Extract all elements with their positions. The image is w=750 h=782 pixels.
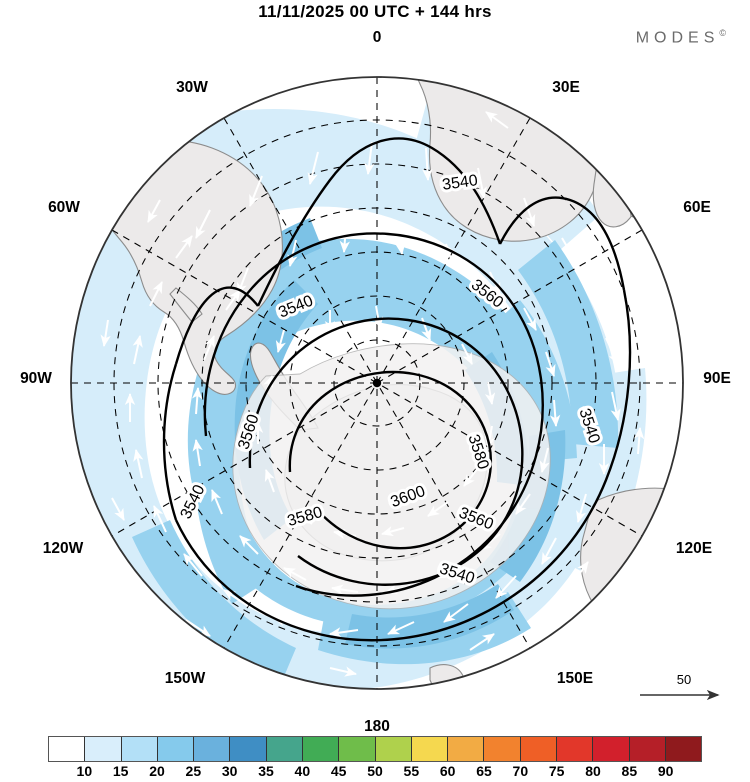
- tasmania-landmass: [592, 637, 615, 661]
- antarctica-coast-shelf: [232, 343, 551, 610]
- contour-3600: [288, 370, 493, 550]
- longitude-label-150W: 150W: [165, 670, 206, 687]
- south-america-landmass: [92, 139, 283, 395]
- colorbar-tick-55: 55: [403, 763, 420, 779]
- longitude-label-150E: 150E: [557, 670, 593, 687]
- colorbar-tick-10: 10: [76, 763, 93, 779]
- colorbar-tick-30: 30: [221, 763, 238, 779]
- wind-scale-reference: 50: [636, 672, 732, 708]
- colorbar-cell-8[interactable]: [339, 737, 376, 761]
- colorbar-tick-40: 40: [294, 763, 311, 779]
- colorbar-tick-35: 35: [258, 763, 274, 779]
- longitude-label-60W: 60W: [48, 199, 80, 216]
- contour-3540-arc: [174, 289, 632, 642]
- colorbar-cell-15[interactable]: [593, 737, 630, 761]
- longitude-label-60E: 60E: [683, 199, 711, 216]
- colorbar-cell-11[interactable]: [448, 737, 485, 761]
- page-title: 11/11/2025 00 UTC + 144 hrs: [258, 2, 492, 21]
- colorbar-cell-5[interactable]: [230, 737, 267, 761]
- australia-landmass: [580, 487, 683, 641]
- colorbar-cells[interactable]: [48, 736, 702, 762]
- colorbar-cell-0[interactable]: [49, 737, 86, 761]
- longitude-label-180: 180: [364, 718, 390, 735]
- copyright-mark: ©: [719, 28, 726, 38]
- colorbar-tick-15: 15: [112, 763, 129, 779]
- colorbar-cell-3[interactable]: [157, 737, 195, 761]
- longitude-label-90W: 90W: [20, 370, 52, 387]
- colorbar-tick-50: 50: [367, 763, 383, 779]
- colorbar-cell-14[interactable]: [556, 737, 594, 761]
- colorbar-cell-10[interactable]: [411, 737, 449, 761]
- colorbar-tick-85: 85: [621, 763, 638, 779]
- colorbar[interactable]: 10 15 20 25 30 35 40 45 50 55 60 65 70 75 80 85 90: [48, 736, 702, 782]
- outer-map-circle: [70, 76, 684, 690]
- wind-scale-value: 50: [676, 672, 692, 687]
- colorbar-cell-6[interactable]: [266, 737, 303, 761]
- modes-logo-text: MODES: [635, 29, 720, 47]
- contour-3540-outer: [256, 137, 502, 307]
- longitude-label-30E: 30E: [552, 79, 580, 96]
- longitude-labels: 0 30E 60E 90E 120E 150E 180 150W 120W 90W 60W 30W: [20, 29, 731, 735]
- contour-3580: [248, 317, 524, 586]
- colorbar-tick-45: 45: [330, 763, 347, 779]
- colorbar-tick-80: 80: [585, 763, 601, 779]
- colorbar-tick-75: 75: [548, 763, 565, 779]
- colorbar-cell-17[interactable]: [665, 737, 702, 761]
- colorbar-tick-25: 25: [185, 763, 202, 779]
- longitude-label-30W: 30W: [176, 79, 208, 96]
- pole-dot: [372, 378, 382, 388]
- colorbar-tick-20: 20: [149, 763, 165, 779]
- longitude-label-0: 0: [373, 29, 382, 46]
- contour-3540-tail: [174, 286, 259, 365]
- colorbar-cell-9[interactable]: [375, 737, 412, 761]
- colorbar-cell-1[interactable]: [85, 737, 122, 761]
- modes-logo: MODES©: [636, 28, 726, 47]
- colorbar-tick-60: 60: [439, 763, 456, 779]
- colorbar-tick-70: 70: [512, 763, 529, 779]
- longitude-label-120E: 120E: [676, 540, 712, 557]
- colorbar-tick-65: 65: [476, 763, 492, 779]
- scale-arrow-icon: [640, 689, 720, 701]
- contour-3540-north: [498, 196, 626, 291]
- colorbar-tick-90: 90: [657, 763, 674, 779]
- longitude-label-90E: 90E: [703, 370, 731, 387]
- longitude-label-120W: 120W: [43, 540, 84, 557]
- geopotential-contours: [162, 137, 632, 642]
- colorbar-tick-labels: 10 15 20 25 30 35 40 45 50 55 60 65 70 75 80 85 90: [48, 762, 702, 782]
- colorbar-cell-4[interactable]: [194, 737, 231, 761]
- colorbar-cell-7[interactable]: [302, 737, 340, 761]
- svg-text:3540: 3540: [441, 172, 479, 194]
- colorbar-cell-16[interactable]: [629, 737, 666, 761]
- colorbar-cell-12[interactable]: [484, 737, 521, 761]
- contour-3540-lowerleft: [162, 363, 178, 521]
- colorbar-cell-2[interactable]: [121, 737, 158, 761]
- colorbar-cell-13[interactable]: [520, 737, 557, 761]
- madagascar-landmass: [592, 160, 639, 228]
